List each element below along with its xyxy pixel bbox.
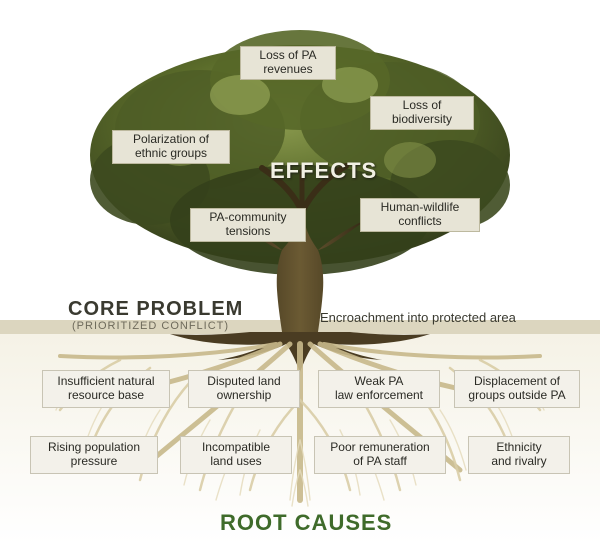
box-disputed-land: Disputed landownership: [188, 370, 300, 408]
box-insufficient: Insufficient naturalresource base: [42, 370, 170, 408]
box-line2: ownership: [195, 389, 293, 403]
box-line1: PA-community: [197, 211, 299, 225]
box-pa-community: PA-communitytensions: [190, 208, 306, 242]
box-line1: Incompatible: [187, 441, 285, 455]
box-line2: revenues: [247, 63, 329, 77]
box-line1: Weak PA: [325, 375, 433, 389]
box-line2: resource base: [49, 389, 163, 403]
box-line1: Human-wildlife: [367, 201, 473, 215]
box-line2: law enforcement: [325, 389, 433, 403]
roots: [56, 344, 544, 506]
box-polarization: Polarization ofethnic groups: [112, 130, 230, 164]
box-line1: Poor remuneration: [321, 441, 439, 455]
box-loss-biodiversity: Loss ofbiodiversity: [370, 96, 474, 130]
box-line2: biodiversity: [377, 113, 467, 127]
box-human-wildlife: Human-wildlifeconflicts: [360, 198, 480, 232]
box-weak-pa: Weak PAlaw enforcement: [318, 370, 440, 408]
box-line1: Rising population: [37, 441, 151, 455]
box-line2: conflicts: [367, 215, 473, 229]
box-line1: Disputed land: [195, 375, 293, 389]
box-line1: Insufficient natural: [49, 375, 163, 389]
box-line1: Ethnicity: [475, 441, 563, 455]
box-ethnicity: Ethnicityand rivalry: [468, 436, 570, 474]
box-line1: Loss of: [377, 99, 467, 113]
box-line1: Displacement of: [461, 375, 573, 389]
box-line2: and rivalry: [475, 455, 563, 469]
box-incompatible: Incompatibleland uses: [180, 436, 292, 474]
box-line1: Loss of PA: [247, 49, 329, 63]
box-line2: tensions: [197, 225, 299, 239]
box-loss-pa-revenues: Loss of PArevenues: [240, 46, 336, 80]
box-poor-remun: Poor remunerationof PA staff: [314, 436, 446, 474]
box-line2: land uses: [187, 455, 285, 469]
core-problem-subtitle: (PRIORITIZED CONFLICT): [72, 320, 229, 332]
root-causes-title: ROOT CAUSES: [220, 510, 392, 536]
box-line2: groups outside PA: [461, 389, 573, 403]
box-displacement: Displacement ofgroups outside PA: [454, 370, 580, 408]
box-rising-pop: Rising populationpressure: [30, 436, 158, 474]
box-line2: of PA staff: [321, 455, 439, 469]
box-line2: ethnic groups: [119, 147, 223, 161]
box-line1: Polarization of: [119, 133, 223, 147]
effects-title: EFFECTS: [270, 158, 377, 184]
encroachment-text: Encroachment into protected area: [320, 310, 516, 325]
box-line2: pressure: [37, 455, 151, 469]
core-problem-title: CORE PROBLEM: [68, 298, 243, 321]
problem-tree-diagram: EFFECTS Loss of PArevenues Loss ofbiodive…: [0, 0, 600, 548]
